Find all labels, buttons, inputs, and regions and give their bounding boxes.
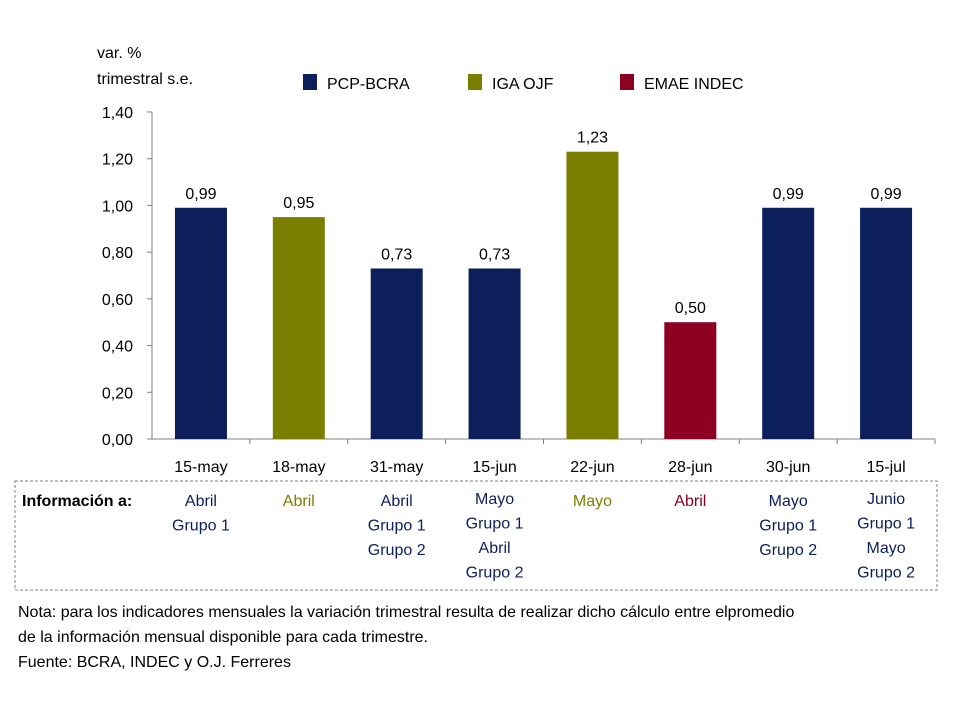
info-item: Grupo 1 <box>857 516 915 533</box>
data-label: 0,95 <box>283 195 314 212</box>
legend-label: IGA OJF <box>492 76 554 93</box>
y-tick-label: 1,40 <box>102 105 133 122</box>
info-item: Mayo <box>573 493 612 510</box>
note-line-1: Nota: para los indicadores mensuales la … <box>18 604 795 621</box>
x-tick-label: 31-may <box>370 459 423 476</box>
legend-swatch <box>620 74 634 90</box>
info-item: Grupo 2 <box>857 565 915 582</box>
x-tick-label: 18-may <box>272 459 325 476</box>
note-line-2: de la información mensual disponible par… <box>18 629 428 646</box>
info-item: Abril <box>381 493 413 510</box>
bar <box>272 217 325 439</box>
info-item: Grupo 1 <box>172 518 230 535</box>
y-tick-label: 0,40 <box>102 339 133 356</box>
x-tick-label: 22-jun <box>570 459 614 476</box>
data-label: 0,99 <box>773 186 804 203</box>
info-label: Información a: <box>22 493 132 510</box>
info-item: Grupo 2 <box>368 542 426 559</box>
info-item: Mayo <box>475 491 514 508</box>
y-tick-label: 0,00 <box>102 432 133 449</box>
info-item: Mayo <box>769 493 808 510</box>
info-item: Grupo 1 <box>759 518 817 535</box>
legend-label: PCP-BCRA <box>327 76 410 93</box>
info-item: Abril <box>479 540 511 557</box>
source-note: Fuente: BCRA, INDEC y O.J. Ferreres <box>18 654 291 671</box>
x-tick-label: 15-may <box>174 459 227 476</box>
info-item: Grupo 1 <box>368 518 426 535</box>
data-label: 0,73 <box>479 246 510 263</box>
y-tick-label: 0,20 <box>102 385 133 402</box>
data-label: 0,99 <box>185 186 216 203</box>
legend-swatch <box>468 74 482 90</box>
bar <box>762 207 815 439</box>
y-tick-label: 0,60 <box>102 292 133 309</box>
bar <box>860 207 913 439</box>
x-tick-label: 28-jun <box>668 459 712 476</box>
info-item: Grupo 2 <box>759 542 817 559</box>
x-tick-label: 15-jun <box>472 459 516 476</box>
data-label: 0,99 <box>870 186 901 203</box>
legend-swatch <box>303 74 317 90</box>
bar-chart: var. % trimestral s.e. PCP-BCRA IGA OJF EMAE… <box>14 45 938 591</box>
x-tick-label: 30-jun <box>766 459 810 476</box>
info-item: Abril <box>674 493 706 510</box>
bar <box>370 268 423 439</box>
y-tick-label: 0,80 <box>102 245 133 262</box>
y-axis-label-line1: var. % <box>97 45 141 62</box>
x-tick-label: 15-jul <box>866 459 905 476</box>
data-label: 0,73 <box>381 246 412 263</box>
data-label: 0,50 <box>675 300 706 317</box>
y-axis-label-line2: trimestral s.e. <box>97 71 193 88</box>
bar <box>566 151 619 439</box>
info-item: Grupo 1 <box>466 516 524 533</box>
y-tick-label: 1,00 <box>102 198 133 215</box>
bar <box>174 207 227 439</box>
info-item: Abril <box>283 493 315 510</box>
info-item: Mayo <box>867 540 906 557</box>
info-box <box>14 480 938 591</box>
info-item: Abril <box>185 493 217 510</box>
y-tick-label: 1,20 <box>102 152 133 169</box>
info-item: Grupo 2 <box>466 565 524 582</box>
data-label: 1,23 <box>577 130 608 147</box>
bar <box>468 268 521 439</box>
info-item: Junio <box>867 491 905 508</box>
bar <box>664 322 717 439</box>
legend-label: EMAE INDEC <box>644 76 744 93</box>
